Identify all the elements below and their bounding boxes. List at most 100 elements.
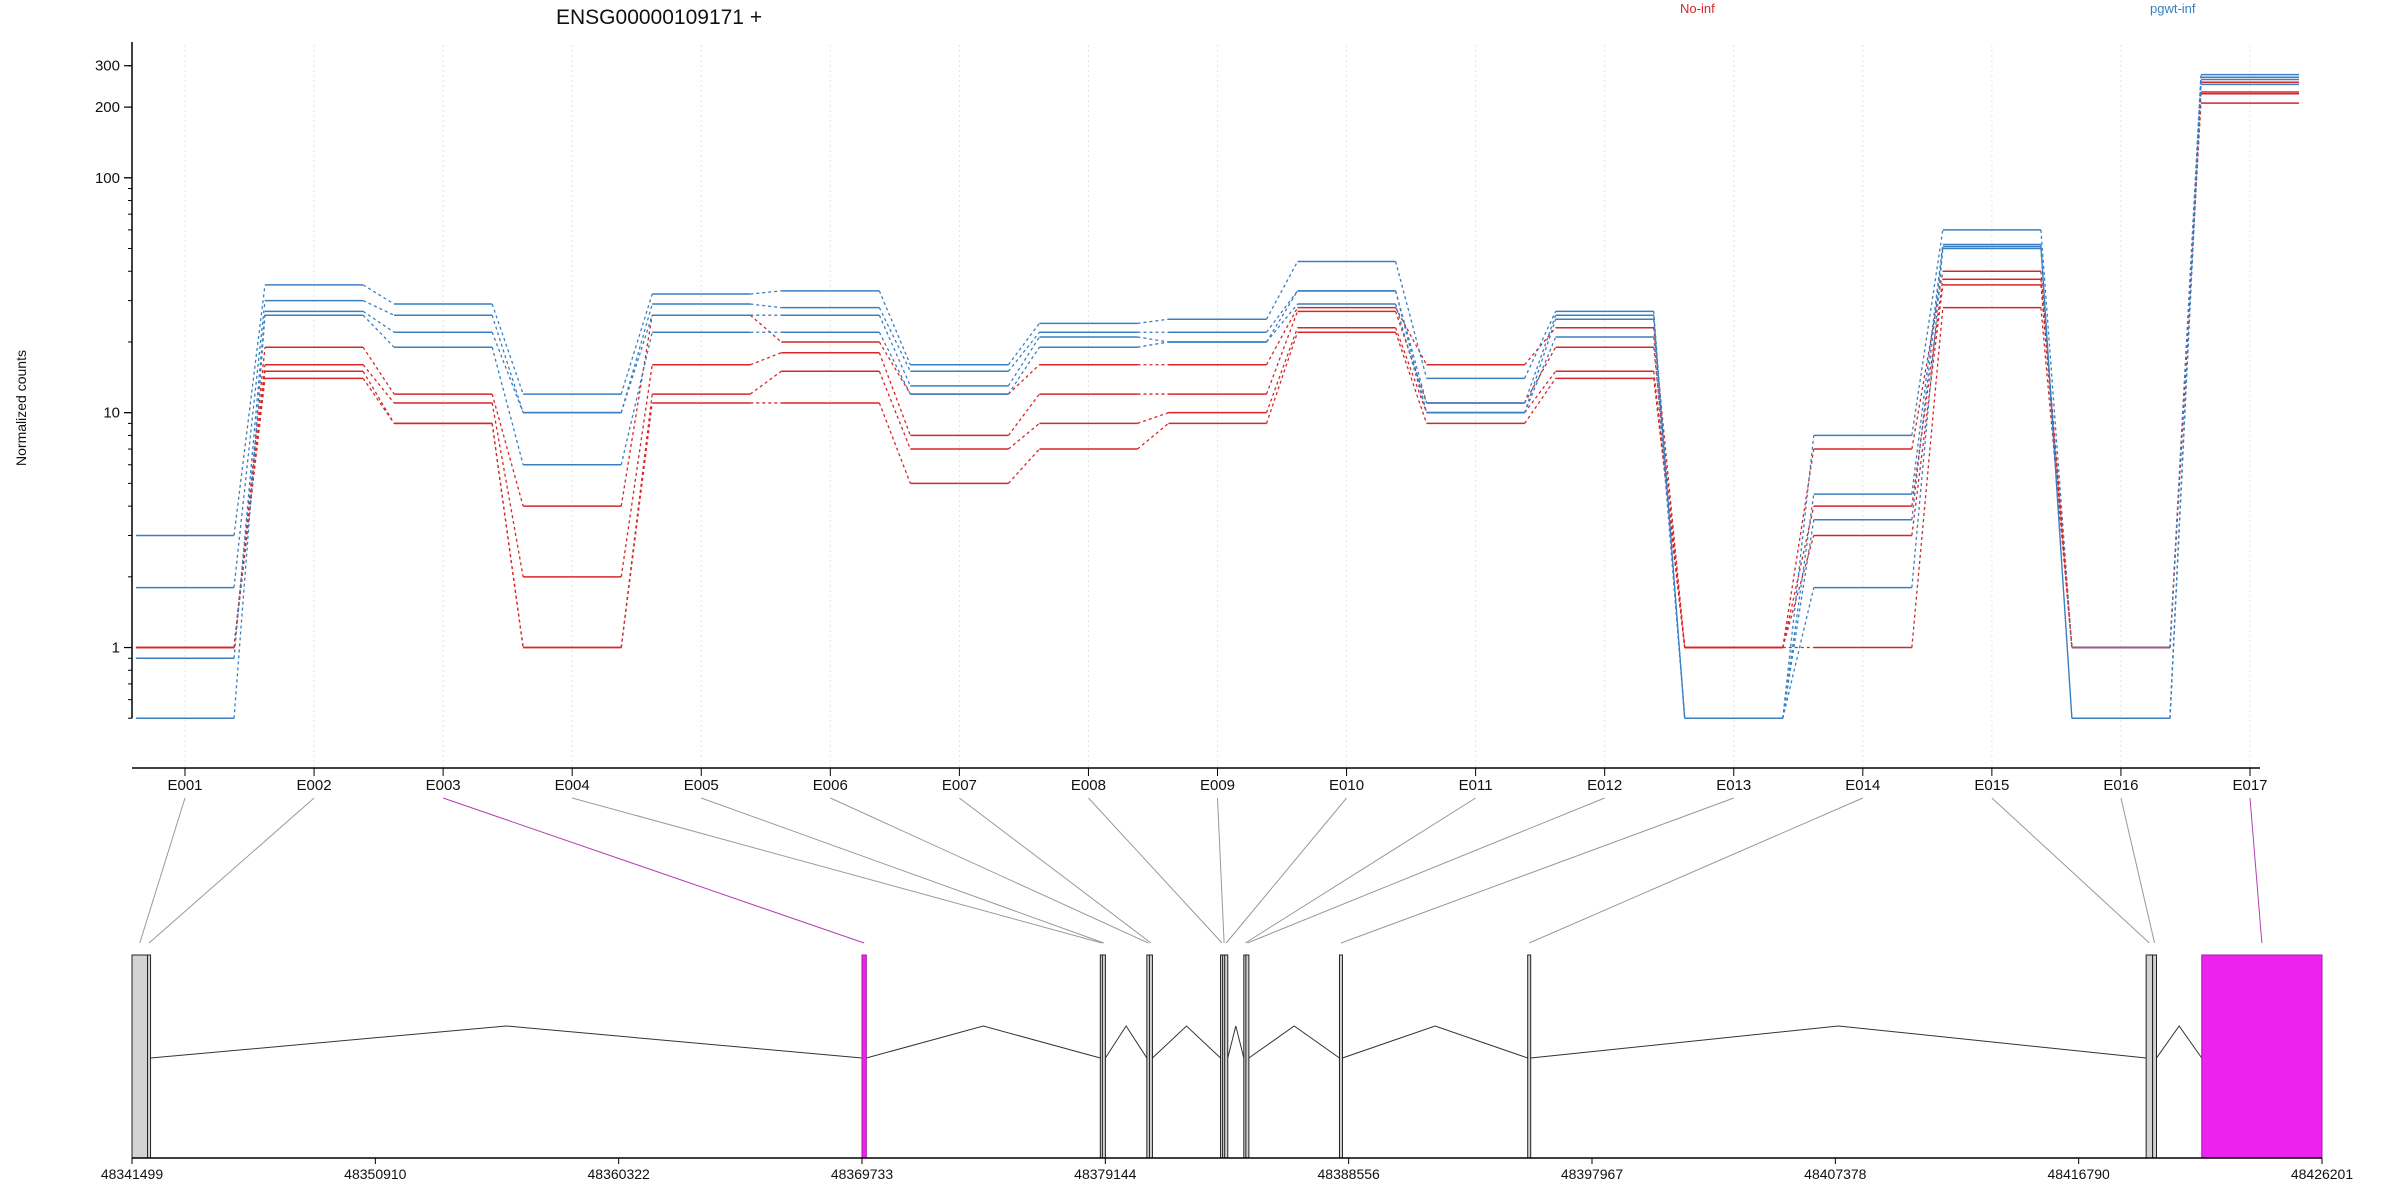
series-connector bbox=[1266, 290, 1299, 333]
series-connector bbox=[878, 290, 911, 365]
series-connector bbox=[1911, 279, 1944, 507]
series-connector bbox=[1911, 284, 1944, 536]
series-connector bbox=[1007, 336, 1040, 387]
series-connector bbox=[362, 364, 395, 404]
y-tick-label: 300 bbox=[95, 58, 120, 75]
series-connector bbox=[878, 402, 911, 484]
series-connector bbox=[491, 347, 524, 465]
series-pgwt-inf bbox=[135, 83, 2300, 719]
genome-tick-label: 48416790 bbox=[2048, 1166, 2111, 1182]
series-connector bbox=[1524, 370, 1557, 414]
series-connector bbox=[1394, 290, 1428, 404]
exon-connector bbox=[701, 797, 1105, 944]
series-connector bbox=[1007, 322, 1040, 366]
exon-connector bbox=[139, 797, 186, 944]
series-connector bbox=[2040, 244, 2073, 719]
series-connector bbox=[878, 314, 911, 387]
series-connector bbox=[1137, 341, 1169, 348]
x-tick-label: E004 bbox=[555, 777, 590, 794]
series-connector bbox=[749, 314, 782, 343]
series-connector bbox=[1394, 261, 1428, 379]
series-connector bbox=[2040, 284, 2073, 648]
series-connector bbox=[1782, 519, 1815, 719]
exon-connector bbox=[572, 797, 1102, 944]
series-connector bbox=[1265, 307, 1299, 366]
series-connector bbox=[362, 284, 395, 305]
series-connector bbox=[491, 332, 524, 413]
series-connector bbox=[1653, 336, 1686, 719]
series-connector bbox=[362, 370, 395, 424]
series-connector bbox=[1394, 332, 1428, 424]
genome-tick-label: 48407378 bbox=[1804, 1166, 1867, 1182]
series-connector bbox=[878, 307, 911, 372]
exon-box bbox=[2201, 954, 2323, 1159]
x-tick-label: E012 bbox=[1587, 777, 1622, 794]
series-connector bbox=[750, 352, 782, 366]
exon-connector bbox=[2249, 797, 2263, 944]
exon-connector bbox=[2120, 797, 2156, 944]
x-tick-label: E015 bbox=[1974, 777, 2009, 794]
grid-lines bbox=[184, 45, 2251, 768]
exon-connector bbox=[442, 797, 865, 944]
series-connector bbox=[491, 402, 524, 577]
gene-model bbox=[131, 954, 2323, 1159]
series-connector bbox=[1137, 318, 1169, 325]
series-connector bbox=[2040, 248, 2073, 719]
exon-connector bbox=[1217, 797, 1225, 944]
intron bbox=[1227, 1025, 1245, 1059]
series-connector bbox=[878, 352, 911, 436]
x-tick-label: E009 bbox=[1200, 777, 1235, 794]
x-tick-label: E008 bbox=[1071, 777, 1106, 794]
exon-box bbox=[2152, 954, 2157, 1159]
y-tick-label: 1 bbox=[112, 640, 120, 657]
series-connector bbox=[1524, 311, 1557, 379]
series-connector bbox=[1782, 505, 1815, 648]
series-connector bbox=[1137, 336, 1169, 343]
series-connector bbox=[1007, 364, 1040, 395]
series-connector bbox=[750, 290, 782, 295]
intron bbox=[866, 1025, 1101, 1059]
intron bbox=[1342, 1025, 1528, 1059]
series-connector bbox=[1653, 319, 1686, 719]
intron bbox=[2156, 1025, 2203, 1059]
y-tick-label: 10 bbox=[103, 405, 120, 422]
series-connector bbox=[1524, 318, 1557, 413]
x-tick-label: E006 bbox=[813, 777, 848, 794]
series-connector bbox=[620, 315, 653, 507]
series-connector bbox=[1137, 412, 1169, 425]
exon-connector bbox=[1245, 797, 1476, 944]
x-tick-label: E007 bbox=[942, 777, 977, 794]
series-connector bbox=[750, 303, 782, 309]
y-tick-label: 100 bbox=[95, 170, 120, 187]
series-connector bbox=[620, 364, 653, 577]
series-connector bbox=[1266, 303, 1299, 343]
series-connector bbox=[2040, 229, 2073, 648]
intron bbox=[150, 1025, 863, 1059]
series-connector bbox=[1911, 271, 1944, 450]
x-tick-label: E011 bbox=[1459, 777, 1493, 794]
series-connector bbox=[491, 314, 524, 413]
series-connector bbox=[1008, 422, 1040, 450]
series-connector bbox=[1782, 535, 1815, 648]
series-connector bbox=[620, 314, 653, 413]
exon-box bbox=[1101, 954, 1106, 1159]
exon-connector bbox=[830, 797, 1149, 944]
series-connector bbox=[749, 370, 782, 395]
x-tick-label: E017 bbox=[2232, 777, 2267, 794]
series-connector bbox=[491, 303, 524, 395]
exon-connector bbox=[1247, 797, 1605, 944]
series-pgwt-inf bbox=[135, 76, 2300, 719]
series-connector bbox=[1265, 327, 1299, 413]
series-connector bbox=[1265, 261, 1299, 320]
series-connector bbox=[1007, 331, 1040, 372]
series-connector bbox=[878, 341, 911, 395]
exon-box bbox=[1245, 954, 1250, 1159]
series-connector bbox=[1137, 422, 1169, 450]
chart-title: ENSG00000109171 + bbox=[556, 6, 762, 29]
series-connector bbox=[491, 423, 524, 648]
series-connector bbox=[1524, 346, 1557, 404]
series-No-inf bbox=[135, 81, 2300, 649]
genome-tick-label: 48350910 bbox=[344, 1166, 407, 1182]
series-connector bbox=[1911, 244, 1944, 495]
